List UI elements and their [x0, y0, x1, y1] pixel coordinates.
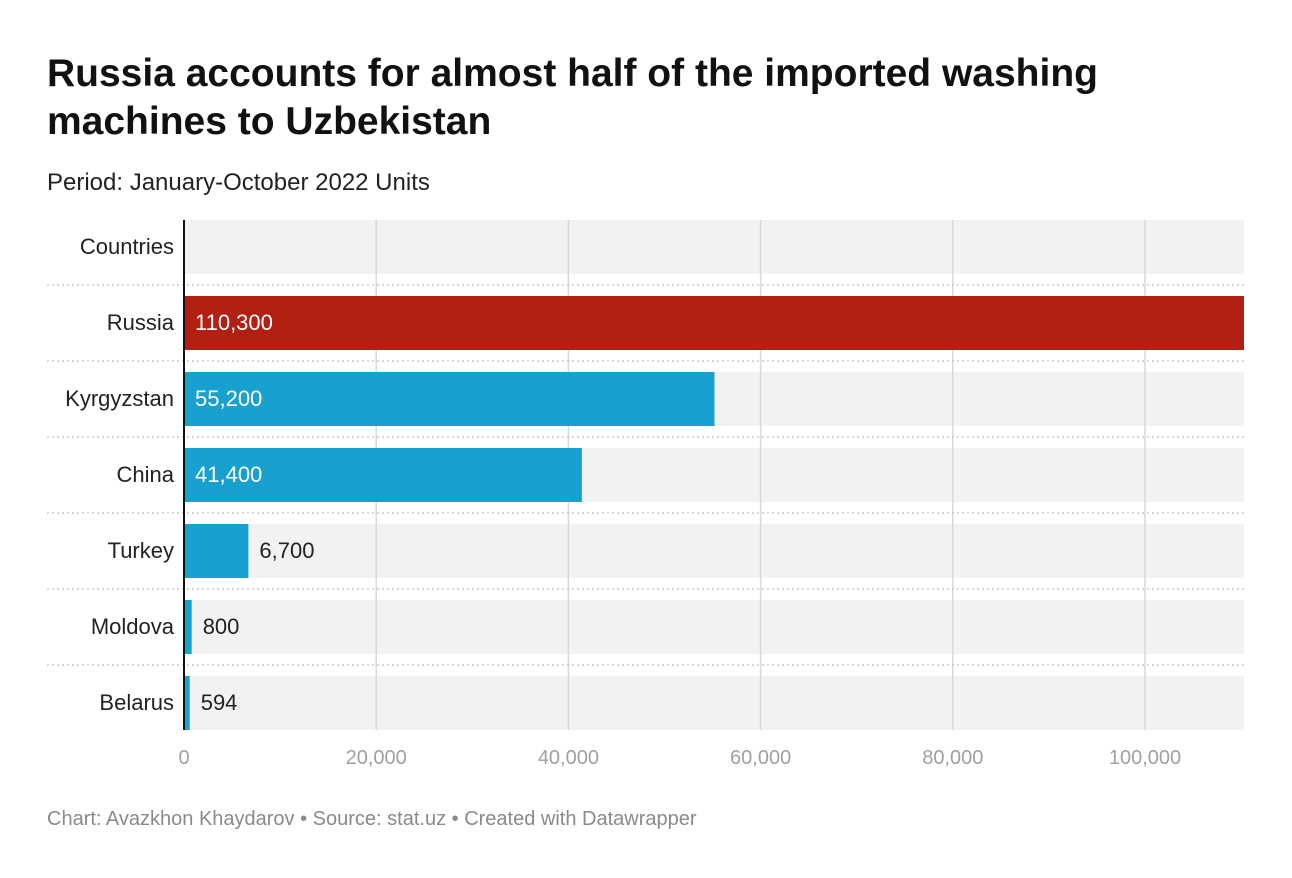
value-label: 800 — [203, 614, 240, 639]
bar-belarus — [184, 676, 190, 730]
value-label: 594 — [201, 690, 238, 715]
value-label: 110,300 — [195, 310, 273, 335]
category-label: Belarus — [99, 690, 174, 715]
x-tick-label: 60,000 — [730, 747, 791, 769]
x-tick-label: 0 — [178, 747, 189, 769]
value-label: 41,400 — [195, 462, 262, 487]
category-label: Russia — [107, 310, 175, 335]
x-tick-labels: 0 20,000 40,000 60,000 80,000 100,000 — [178, 747, 1181, 769]
x-tick-label: 40,000 — [538, 747, 599, 769]
x-tick-label: 80,000 — [922, 747, 983, 769]
bar-moldova — [184, 600, 192, 654]
value-labels: 110,300 55,200 41,400 6,700 800 594 — [195, 310, 314, 715]
column-header: Countries — [80, 234, 174, 259]
category-labels: Countries Russia Kyrgyzstan China Turkey Mol… — [65, 234, 175, 715]
bar-russia — [184, 296, 1244, 350]
value-label: 6,700 — [259, 538, 314, 563]
chart-title: Russia accounts for almost half of the i… — [47, 52, 1098, 143]
category-label: Moldova — [91, 614, 175, 639]
row-background — [184, 220, 1244, 274]
category-label: Kyrgyzstan — [65, 386, 174, 411]
bars — [184, 296, 1244, 730]
x-tick-label: 20,000 — [346, 747, 407, 769]
x-tick-label: 100,000 — [1109, 747, 1181, 769]
bar-turkey — [184, 524, 249, 578]
category-label: China — [117, 462, 175, 487]
category-label: Turkey — [108, 538, 174, 563]
bar-chart: Countries Russia Kyrgyzstan China Turkey Mol… — [47, 220, 1244, 769]
row-background — [184, 524, 1244, 578]
chart-subtitle: Period: January-October 2022 Units — [47, 169, 430, 196]
value-label: 55,200 — [195, 386, 262, 411]
bar-china — [184, 448, 582, 502]
bar-kyrgyzstan — [184, 372, 715, 426]
chart-credit: Chart: Avazkhon Khaydarov • Source: stat… — [47, 808, 697, 830]
row-background — [184, 600, 1244, 654]
row-background — [184, 676, 1244, 730]
